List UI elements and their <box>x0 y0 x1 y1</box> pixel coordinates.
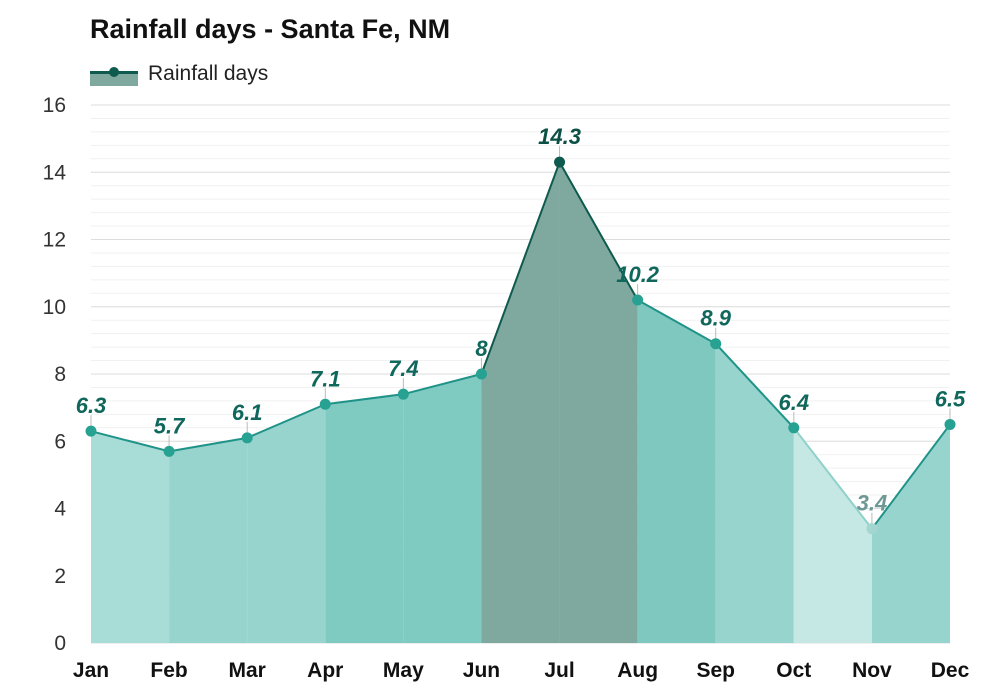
area-segment <box>715 343 794 643</box>
series-line-segment <box>714 343 795 429</box>
x-tick-label: Oct <box>776 659 811 682</box>
data-label: 10.2 <box>616 262 660 287</box>
y-tick-label: 16 <box>43 94 66 117</box>
x-tick-label: Mar <box>229 659 266 682</box>
y-tick-label: 2 <box>54 565 66 588</box>
data-label: 6.5 <box>935 386 966 411</box>
area-segment <box>247 404 326 643</box>
legend-label: Rainfall days <box>148 62 269 85</box>
x-tick-label: Sep <box>696 659 735 682</box>
data-label: 6.3 <box>76 393 107 418</box>
series-line-segment <box>325 393 404 406</box>
series-line-segment <box>403 373 482 396</box>
data-point <box>319 398 331 410</box>
legend-swatch-icon <box>90 62 138 86</box>
x-tick-label: Apr <box>307 659 343 682</box>
y-tick-label: 0 <box>54 632 66 655</box>
series-line-segment <box>871 423 951 530</box>
x-tick-label: Feb <box>150 659 187 682</box>
area-segment <box>793 427 872 643</box>
x-tick-label: May <box>383 659 424 682</box>
area-segment <box>637 300 716 643</box>
data-point <box>163 445 175 457</box>
data-point <box>554 156 566 168</box>
area-segment <box>871 424 950 643</box>
series-line-segment <box>793 427 873 530</box>
data-label: 3.4 <box>857 491 888 516</box>
data-point <box>397 388 409 400</box>
data-point <box>475 368 487 380</box>
chart-title: Rainfall days - Santa Fe, NM <box>90 14 451 44</box>
y-tick-label: 10 <box>43 296 66 319</box>
x-tick-label: Jun <box>463 659 500 682</box>
data-point <box>632 294 644 306</box>
y-tick-label: 6 <box>54 430 66 453</box>
y-tick-label: 4 <box>54 498 66 521</box>
x-tick-label: Jan <box>73 659 109 682</box>
series-line-segment <box>558 161 639 301</box>
data-label: 5.7 <box>154 413 186 438</box>
x-tick-label: Nov <box>852 659 892 682</box>
area-segment <box>91 431 170 643</box>
legend[interactable]: Rainfall days <box>90 62 268 86</box>
data-point <box>710 338 722 350</box>
area-segment <box>325 394 404 643</box>
data-point <box>85 425 97 437</box>
y-tick-label: 8 <box>54 363 66 386</box>
data-label: 14.3 <box>538 124 581 149</box>
area-segment <box>481 162 560 643</box>
x-tick-label: Aug <box>617 659 658 682</box>
area-segment <box>403 374 482 643</box>
series-line-segment <box>480 161 561 375</box>
area-segment <box>169 437 248 643</box>
data-label: 8 <box>475 336 488 361</box>
data-point <box>866 523 878 535</box>
x-tick-label: Jul <box>544 659 574 682</box>
area-segment <box>559 162 638 643</box>
data-label: 6.4 <box>779 390 810 415</box>
data-label: 7.1 <box>310 366 341 391</box>
series-line-segment <box>637 299 717 345</box>
data-label: 7.4 <box>388 356 419 381</box>
series-line-segment <box>168 436 248 453</box>
series-line-segment <box>90 430 170 453</box>
data-point <box>241 432 253 444</box>
data-point <box>944 418 956 430</box>
y-tick-label: 14 <box>43 161 67 184</box>
data-label: 6.1 <box>232 400 263 425</box>
data-point <box>788 422 800 434</box>
x-tick-label: Dec <box>931 659 970 682</box>
series-line-segment <box>246 403 326 439</box>
y-tick-label: 12 <box>43 229 66 252</box>
data-label: 8.9 <box>700 306 731 331</box>
